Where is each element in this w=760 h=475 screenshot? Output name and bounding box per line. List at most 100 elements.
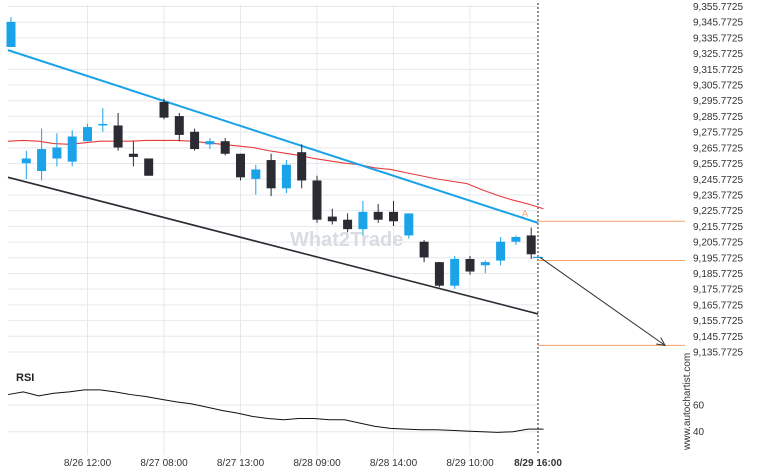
y-tick-label: 9,185.7725 bbox=[693, 269, 743, 280]
candle-body bbox=[266, 160, 276, 189]
candle bbox=[67, 130, 77, 167]
candle bbox=[251, 164, 261, 195]
moving-average bbox=[7, 139, 544, 210]
candle bbox=[358, 200, 368, 236]
candle-body bbox=[511, 236, 521, 242]
candle bbox=[511, 235, 521, 245]
candle bbox=[389, 200, 398, 227]
y-tick-label: 9,335.7725 bbox=[693, 33, 743, 44]
candle bbox=[496, 236, 506, 266]
candle bbox=[404, 213, 414, 239]
y-tick-label: 9,195.7725 bbox=[693, 253, 743, 264]
candle-body bbox=[67, 136, 77, 162]
y-tick-label: 9,315.7725 bbox=[693, 65, 743, 76]
ma-line bbox=[7, 139, 544, 210]
support-line bbox=[7, 176, 539, 315]
candle-body bbox=[496, 241, 506, 261]
candle bbox=[480, 260, 490, 274]
y-tick-label: 9,325.7725 bbox=[693, 49, 743, 60]
forecast-arrow-head bbox=[656, 337, 666, 347]
candle-body bbox=[450, 258, 460, 286]
x-tick-label: 8/29 16:00 bbox=[514, 458, 562, 469]
y-tick-label: 9,205.7725 bbox=[693, 238, 743, 249]
candle-body bbox=[419, 241, 429, 258]
candle-body bbox=[404, 213, 414, 236]
y-tick-label: 9,285.7725 bbox=[693, 112, 743, 123]
candle bbox=[419, 240, 429, 263]
forecast bbox=[539, 257, 666, 347]
candle bbox=[297, 144, 307, 189]
candle bbox=[205, 138, 215, 150]
candle-body bbox=[52, 147, 62, 159]
y-tick-label: 9,235.7725 bbox=[693, 190, 743, 201]
candle-body bbox=[113, 125, 123, 148]
candle bbox=[52, 133, 62, 167]
y-tick-label: 9,155.7725 bbox=[693, 316, 743, 327]
candle-body bbox=[358, 211, 368, 230]
rsi-panel: RSI bbox=[7, 372, 544, 433]
candle-body bbox=[251, 169, 261, 179]
candle-body bbox=[6, 21, 16, 47]
y-tick-label: 9,345.7725 bbox=[693, 18, 743, 29]
y-tick-label: 9,175.7725 bbox=[693, 285, 743, 296]
y-tick-label: 9,135.7725 bbox=[693, 348, 743, 359]
rsi-tick-label: 60 bbox=[693, 401, 705, 412]
candle bbox=[465, 255, 475, 275]
brand-text: www.autochartist.com bbox=[682, 353, 693, 451]
candle-body bbox=[37, 149, 47, 172]
candle-body bbox=[205, 141, 215, 145]
candle bbox=[21, 150, 31, 179]
candle bbox=[220, 138, 230, 156]
y-tick-label: 9,145.7725 bbox=[693, 332, 743, 343]
x-tick-label: 8/29 10:00 bbox=[446, 458, 494, 469]
candle-body bbox=[343, 219, 353, 230]
y-tick-label: 9,295.7725 bbox=[693, 96, 743, 107]
rsi-label: RSI bbox=[16, 372, 34, 384]
candle-body bbox=[281, 164, 291, 189]
candle bbox=[327, 208, 337, 225]
y-tick-label: 9,165.7725 bbox=[693, 300, 743, 311]
candle-body bbox=[128, 153, 138, 157]
candle bbox=[98, 108, 108, 132]
x-axis: 8/26 12:00 8/27 08:00 8/27 13:00 8/28 09:00… bbox=[64, 458, 562, 469]
candle bbox=[312, 175, 322, 223]
x-tick-label: 8/27 08:00 bbox=[140, 458, 188, 469]
x-tick-label: 8/26 12:00 bbox=[64, 458, 112, 469]
candle-body bbox=[389, 211, 398, 222]
candle bbox=[190, 128, 200, 151]
candle-body bbox=[480, 262, 490, 266]
candle bbox=[450, 255, 460, 289]
trend-lines bbox=[7, 49, 539, 315]
y-tick-label: 9,275.7725 bbox=[693, 128, 743, 139]
y-tick-label: 9,245.7725 bbox=[693, 175, 743, 186]
x-tick-label: 8/28 09:00 bbox=[293, 458, 341, 469]
price-levels: A bbox=[522, 209, 685, 346]
resistance-line bbox=[7, 49, 539, 224]
candle-body bbox=[83, 127, 92, 142]
candle bbox=[281, 160, 291, 194]
candle bbox=[144, 158, 154, 176]
y-tick-label: 9,215.7725 bbox=[693, 222, 743, 233]
candle bbox=[83, 123, 92, 142]
forecast-arrow-line bbox=[539, 257, 666, 346]
candle-body bbox=[373, 211, 383, 220]
candle-body bbox=[236, 153, 245, 178]
candle-body bbox=[159, 101, 169, 118]
candle-body bbox=[434, 262, 444, 286]
candle-body bbox=[174, 116, 184, 135]
watermark: What2Trade bbox=[290, 229, 403, 251]
y-axis: 9,355.7725 9,345.7725 9,335.7725 9,325.7725… bbox=[693, 2, 743, 438]
candle-body bbox=[327, 216, 337, 222]
candle bbox=[113, 112, 123, 151]
candles bbox=[6, 17, 543, 289]
candle bbox=[266, 153, 276, 197]
x-tick-label: 8/27 13:00 bbox=[217, 458, 265, 469]
candle bbox=[174, 112, 184, 142]
candle-body bbox=[98, 123, 108, 126]
candle-body bbox=[21, 158, 31, 164]
rsi-line bbox=[7, 389, 544, 433]
candle-body bbox=[312, 180, 322, 220]
candle bbox=[373, 204, 383, 223]
y-tick-label: 9,305.7725 bbox=[693, 81, 743, 92]
